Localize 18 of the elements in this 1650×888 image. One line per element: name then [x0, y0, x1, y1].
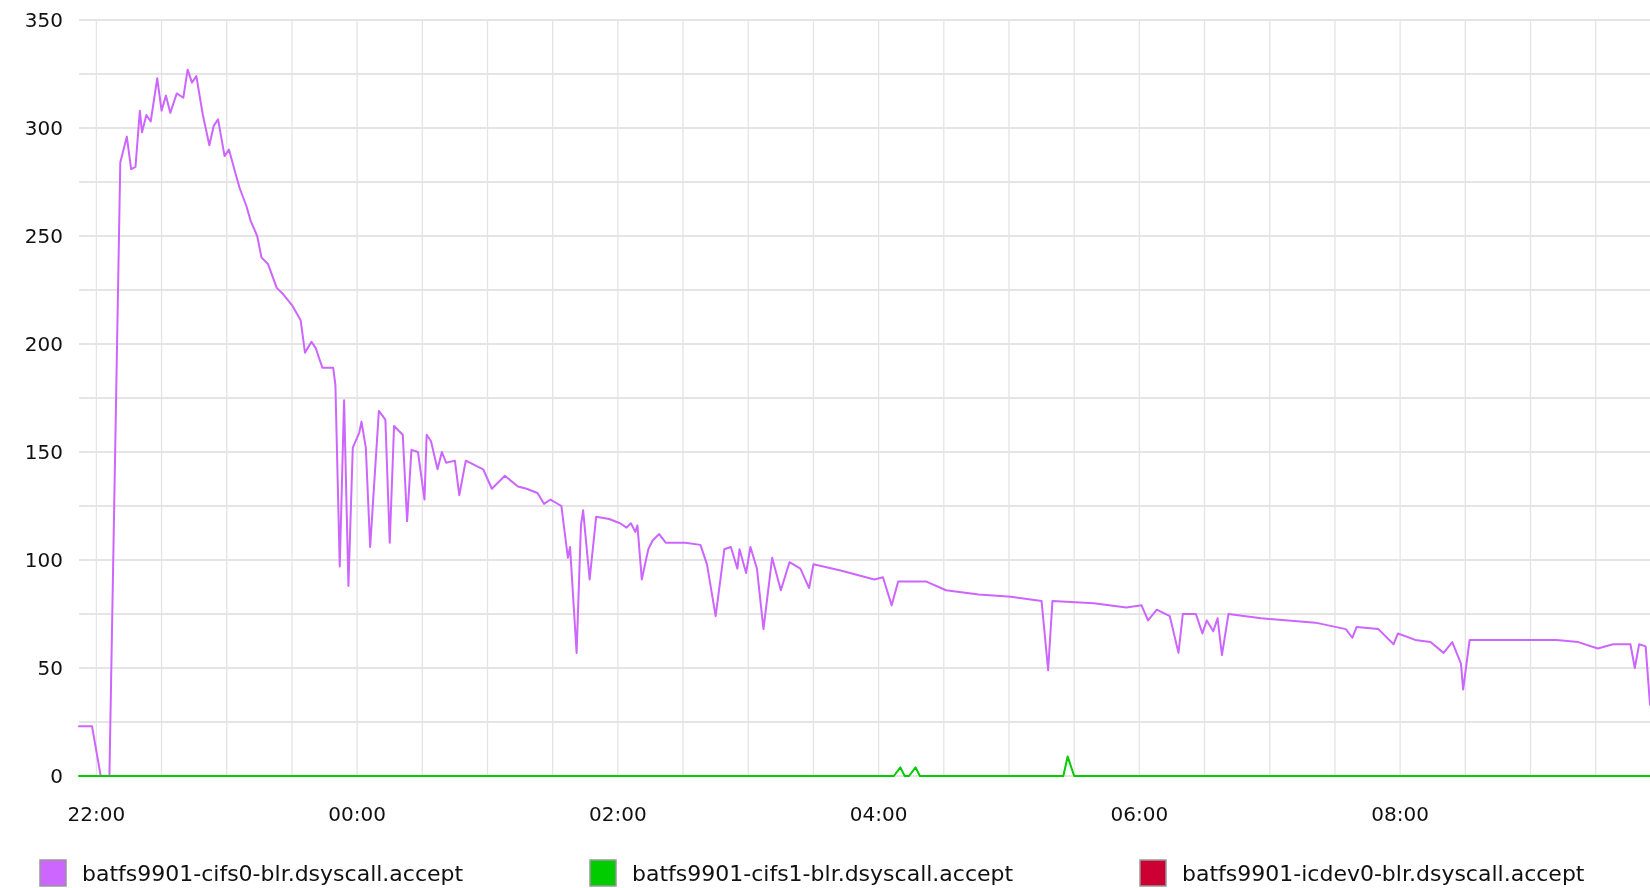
- y-tick-label: 200: [24, 332, 63, 356]
- y-tick-label: 350: [24, 8, 63, 32]
- y-tick-label: 300: [24, 116, 63, 140]
- x-tick-label: 06:00: [1110, 802, 1169, 826]
- y-tick-label: 250: [24, 224, 63, 248]
- legend-label: batfs9901-icdev0-blr.dsyscall.accept: [1182, 860, 1585, 886]
- y-tick-label: 0: [50, 764, 63, 788]
- x-tick-label: 00:00: [328, 802, 386, 826]
- legend-label: batfs9901-cifs0-blr.dsyscall.accept: [82, 860, 464, 886]
- x-tick-label: 04:00: [849, 802, 908, 826]
- line-series: [78, 68, 1650, 777]
- x-tick-label: 22:00: [67, 802, 126, 826]
- y-tick-label: 50: [37, 656, 63, 680]
- x-tick-label: 02:00: [589, 802, 647, 826]
- y-tick-label: 150: [24, 440, 63, 464]
- x-tick-label: 08:00: [1371, 802, 1429, 826]
- legend-label: batfs9901-cifs1-blr.dsyscall.accept: [632, 860, 1014, 886]
- y-tick-label: 100: [24, 548, 63, 572]
